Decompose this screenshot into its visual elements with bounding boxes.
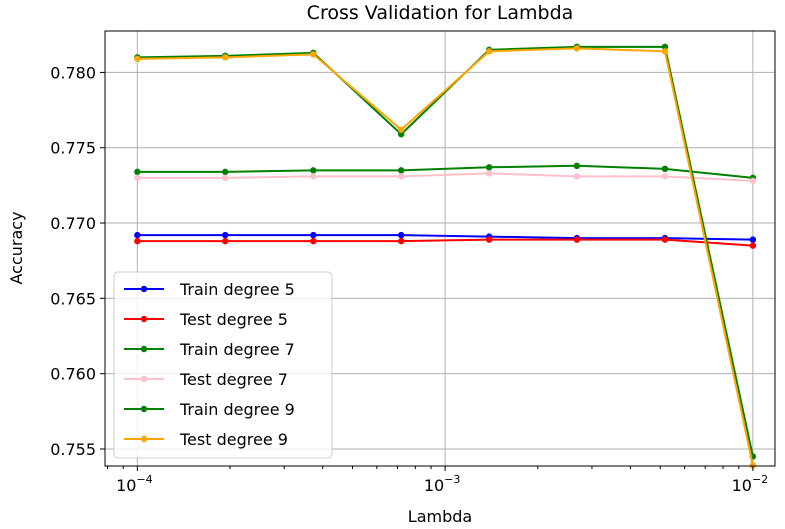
data-point [222,231,229,239]
legend-item: Test degree 5 [124,310,288,329]
y-axis: 0.755 0.760 0.765 0.770 0.775 0.780 [50,63,105,459]
y-tick-label: 0.755 [50,440,96,459]
legend-swatch-marker [140,435,148,443]
legend-item: Train degree 7 [124,340,295,359]
legend-swatch-marker [140,405,148,413]
chart-title: Cross Validation for Lambda [307,2,574,24]
data-point [398,126,405,133]
data-point [398,237,405,245]
data-point [222,54,229,61]
x-axis-label: Lambda [408,507,472,526]
data-point [661,43,669,51]
data-point [661,165,669,173]
data-point [310,167,317,174]
data-point [398,130,405,138]
data-point [134,168,141,176]
data-point [661,48,669,55]
data-point [485,164,493,171]
y-tick-label: 0.780 [50,63,96,82]
x-tick-label: 10−4 [116,473,153,495]
data-point [573,45,581,52]
legend-item: Train degree 5 [124,280,295,299]
data-point [134,237,141,245]
legend-label: Test degree 5 [179,310,288,329]
data-point [749,236,757,243]
y-tick-label: 0.760 [50,365,96,384]
plot-frame [104,30,776,467]
series-line [137,47,754,466]
legend-swatch-marker [140,285,148,293]
data-point [661,236,669,243]
data-point [485,236,493,243]
series-1 [134,231,757,243]
series-line [137,164,753,179]
x-tick-label: 10−2 [732,473,769,495]
data-point [398,167,405,174]
data-point [573,173,581,180]
legend-label: Test degree 9 [179,430,288,449]
legend-label: Train degree 7 [179,340,295,359]
series-2 [134,236,757,249]
data-point [398,173,405,180]
data-point [749,242,757,249]
data-point [661,173,669,180]
legend-item: Test degree 9 [124,430,288,449]
data-point [749,177,757,185]
legend-item: Train degree 9 [124,400,295,419]
legend-label: Train degree 5 [179,280,295,299]
legend-swatch-marker [140,375,148,383]
series-line [137,45,754,457]
plot-area [134,43,757,469]
legend-item: Test degree 7 [124,370,288,389]
data-point [310,231,317,239]
legend-swatch-marker [140,345,148,353]
y-axis-label: Accuracy [7,211,26,284]
data-point [573,162,581,170]
legend-box [113,271,333,459]
data-point [310,237,317,245]
y-tick-label: 0.775 [50,139,96,158]
y-tick-label: 0.765 [50,289,96,308]
data-point [134,174,141,182]
legend-label: Test degree 7 [179,370,288,389]
legend: Train degree 5 Test degree 5 Train degree … [113,271,333,459]
data-point [222,237,229,245]
data-point [485,48,493,55]
data-point [573,236,581,243]
data-point [398,231,405,239]
data-point [222,174,229,182]
series-4 [134,170,757,185]
x-axis: 10−4 10−3 10−2 [107,466,769,495]
series-line [137,172,753,182]
data-point [485,170,493,177]
data-point [310,173,317,180]
x-tick-label: 10−3 [424,473,461,495]
data-point [134,231,141,239]
series-line [137,234,753,241]
y-tick-label: 0.770 [50,214,96,233]
data-point [310,51,317,58]
legend-swatch-marker [140,315,148,323]
data-point [222,168,229,176]
data-point [134,55,141,63]
series-line [137,238,753,247]
legend-label: Train degree 9 [179,400,295,419]
